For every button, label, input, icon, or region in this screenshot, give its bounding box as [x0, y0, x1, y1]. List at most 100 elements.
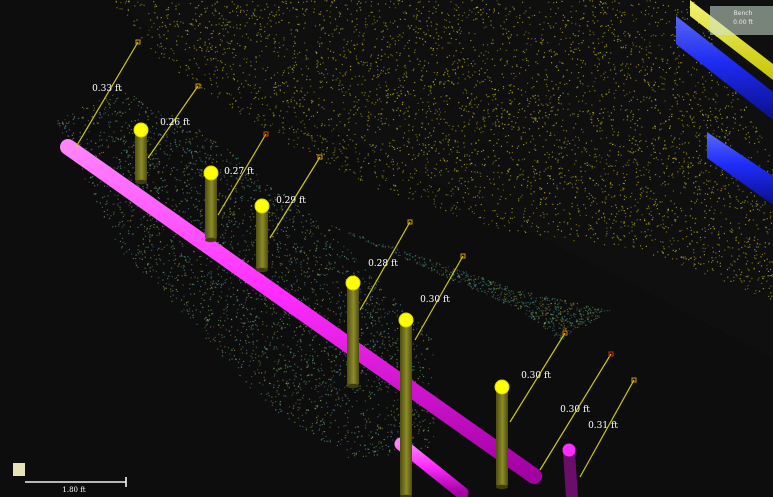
cloud-point	[404, 111, 406, 113]
cloud-point	[736, 199, 738, 201]
cloud-point	[290, 33, 292, 35]
cloud-point	[306, 49, 308, 51]
cloud-point	[768, 228, 770, 231]
cloud-point	[357, 161, 359, 163]
cloud-point	[729, 131, 731, 133]
cloud-point	[683, 151, 685, 153]
cloud-point	[313, 11, 315, 13]
cloud-point	[287, 85, 289, 87]
cloud-point	[307, 366, 309, 368]
cloud-point	[699, 161, 701, 163]
cloud-point	[641, 248, 643, 250]
cloud-point	[587, 20, 589, 23]
cloud-point	[320, 305, 322, 307]
cloud-point	[710, 227, 712, 230]
cloud-point	[560, 152, 562, 154]
cloud-point	[593, 22, 595, 24]
cloud-point	[273, 89, 275, 91]
cloud-point	[695, 200, 698, 202]
cloud-point	[648, 82, 650, 84]
cloud-point	[595, 182, 598, 184]
cloud-point	[229, 103, 231, 105]
cloud-point	[716, 95, 718, 97]
cloud-point	[583, 13, 585, 15]
cloud-point	[509, 103, 511, 105]
cloud-point	[484, 62, 486, 65]
cloud-point	[682, 131, 684, 133]
cloud-point	[239, 24, 241, 26]
cloud-point	[749, 121, 751, 123]
cloud-point	[538, 50, 540, 52]
cloud-point	[706, 127, 708, 129]
cloud-point	[586, 164, 588, 166]
cloud-point	[632, 239, 634, 241]
cloud-point	[734, 207, 736, 209]
cloud-point	[673, 35, 675, 37]
cloud-point	[726, 268, 728, 271]
cloud-point	[568, 212, 570, 214]
cloud-point	[273, 204, 276, 207]
cloud-point	[596, 203, 598, 205]
cloud-point	[619, 146, 621, 148]
cloud-point	[389, 43, 391, 46]
cloud-point	[291, 126, 293, 128]
cloud-point	[476, 6, 478, 8]
cloud-point	[585, 5, 587, 7]
cloud-point	[408, 197, 410, 199]
cloud-point	[187, 74, 189, 76]
cloud-point	[579, 110, 581, 112]
cloud-point	[401, 162, 403, 164]
cloud-point	[623, 182, 625, 185]
cloud-point	[556, 184, 558, 187]
cloud-point	[99, 145, 101, 147]
cloud-point	[578, 72, 580, 74]
cloud-point	[682, 124, 684, 126]
cloud-point	[322, 438, 324, 440]
cloud-point	[767, 170, 769, 172]
cloud-point	[450, 148, 452, 151]
cloud-point	[518, 126, 520, 128]
cloud-point	[408, 153, 410, 155]
cloud-point	[468, 32, 470, 34]
cloud-point	[571, 206, 573, 208]
cloud-point	[572, 176, 574, 178]
cloud-point	[531, 87, 533, 89]
cloud-point	[305, 65, 308, 67]
cloud-point	[177, 24, 179, 26]
cloud-point	[267, 37, 269, 40]
cloud-point	[473, 212, 475, 214]
cloud-point	[759, 165, 761, 167]
cloud-point	[674, 97, 676, 99]
cloud-point	[195, 19, 197, 21]
cloud-point	[703, 182, 705, 184]
cloud-point	[300, 91, 303, 93]
cloud-point	[635, 18, 637, 20]
cloud-point	[216, 161, 218, 163]
cloud-point	[463, 146, 465, 148]
cloud-point	[463, 121, 465, 123]
cloud-point	[603, 73, 605, 75]
cloud-point	[306, 75, 308, 77]
cloud-point	[375, 159, 377, 161]
cloud-point	[402, 86, 404, 88]
cloud-point	[223, 48, 225, 50]
cloud-point	[279, 84, 281, 87]
cloud-point	[184, 198, 186, 200]
cloud-point	[502, 28, 504, 30]
cloud-point	[229, 21, 231, 23]
cloud-point	[346, 169, 348, 171]
cloud-point	[602, 36, 604, 38]
cloud-point	[371, 385, 373, 387]
cloud-point	[760, 206, 762, 208]
cloud-point	[509, 36, 512, 38]
cloud-point	[362, 308, 364, 310]
cloud-point	[593, 234, 595, 236]
cloud-point	[480, 131, 482, 134]
cloud-point	[261, 103, 264, 105]
cloud-point	[609, 58, 611, 60]
cloud-point	[315, 386, 317, 388]
cloud-point	[509, 114, 511, 116]
cloud-point	[221, 61, 223, 64]
